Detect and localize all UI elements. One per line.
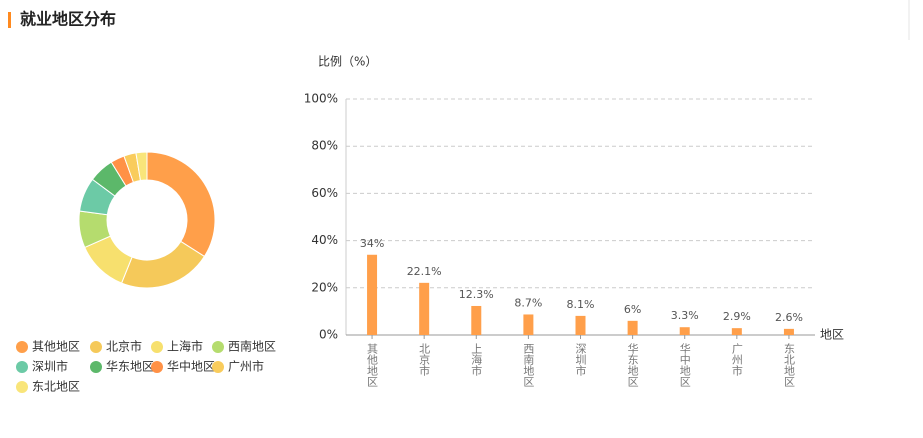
y-tick-label: 80%: [311, 139, 338, 153]
bar: [575, 315, 586, 335]
x-tick-label: 上海市: [470, 343, 483, 377]
y-axis-label: 比例（%）: [318, 55, 377, 69]
value-label: 12.3%: [459, 288, 494, 301]
legend-label: 其他地区: [32, 340, 80, 354]
legend-label: 上海市: [167, 339, 203, 354]
bar: [627, 320, 638, 335]
value-label: 6%: [624, 303, 641, 316]
section-title: 就业地区分布: [20, 10, 116, 29]
legend-label: 华中地区: [167, 359, 215, 374]
bar: [367, 254, 378, 335]
y-tick-label: 20%: [311, 280, 338, 294]
title-accent: [8, 12, 11, 28]
donut-slice: [146, 151, 216, 258]
bar: [731, 328, 742, 335]
bar: [783, 328, 794, 335]
value-label: 22.1%: [407, 265, 442, 278]
bar: [419, 282, 430, 335]
value-label: 34%: [360, 237, 384, 250]
legend-label: 广州市: [228, 359, 264, 374]
value-label: 8.7%: [514, 296, 542, 309]
legend-marker: [212, 361, 224, 373]
bar: [471, 305, 482, 335]
x-tick-label: 北京市: [418, 343, 431, 377]
legend-marker: [16, 341, 28, 353]
y-tick-label: 40%: [311, 233, 338, 247]
bar: [679, 327, 690, 335]
legend-marker: [90, 361, 102, 373]
legend-label: 华东地区: [106, 360, 154, 374]
x-tick-label: 其他地区: [366, 343, 379, 387]
donut-slice: [135, 151, 148, 182]
value-label: 2.9%: [723, 310, 751, 323]
y-tick-label: 60%: [311, 186, 338, 200]
legend-marker: [151, 361, 163, 373]
x-tick-label: 西南地区: [522, 343, 535, 387]
x-tick-label: 东北地区: [782, 343, 795, 387]
y-tick-label: 100%: [304, 92, 338, 106]
legend-label: 深圳市: [32, 359, 68, 374]
value-label: 3.3%: [671, 309, 699, 322]
x-tick-label: 华东地区: [626, 342, 639, 387]
legend-marker: [151, 341, 163, 353]
x-tick-label: 华中地区: [678, 342, 691, 387]
legend-label: 西南地区: [228, 339, 276, 354]
x-tick-label: 广州市: [730, 343, 743, 377]
legend-marker: [90, 341, 102, 353]
y-tick-label: 0%: [319, 328, 338, 342]
legend-marker: [16, 381, 28, 393]
legend-marker: [16, 361, 28, 373]
legend-label: 东北地区: [32, 380, 80, 394]
value-label: 2.6%: [775, 311, 803, 324]
bar: [523, 314, 534, 335]
legend-label: 北京市: [106, 339, 142, 354]
value-label: 8.1%: [567, 298, 595, 311]
donut-slice: [120, 240, 206, 289]
legend-marker: [212, 341, 224, 353]
x-axis-label: 地区: [820, 328, 844, 342]
x-tick-label: 深圳市: [574, 343, 587, 377]
